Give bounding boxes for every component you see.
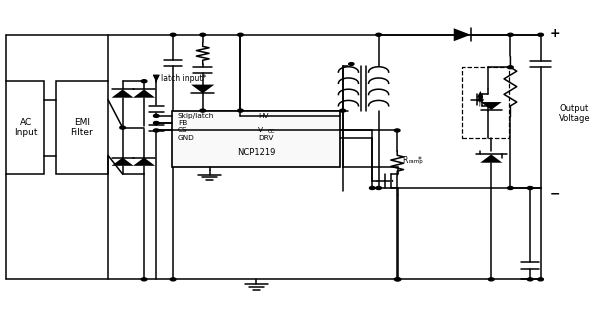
- Circle shape: [200, 33, 206, 36]
- Circle shape: [170, 278, 176, 281]
- Polygon shape: [482, 99, 484, 101]
- Polygon shape: [133, 158, 155, 166]
- Circle shape: [200, 109, 206, 112]
- Polygon shape: [481, 102, 502, 110]
- Text: EMI
Filter: EMI Filter: [70, 118, 94, 137]
- Circle shape: [395, 129, 400, 132]
- Circle shape: [154, 129, 159, 132]
- Circle shape: [120, 126, 125, 129]
- Text: CS: CS: [178, 128, 187, 133]
- Text: NCP1219: NCP1219: [237, 148, 275, 157]
- Circle shape: [538, 278, 544, 281]
- Circle shape: [489, 278, 494, 281]
- Polygon shape: [111, 90, 134, 98]
- Polygon shape: [454, 28, 471, 41]
- Text: HV: HV: [258, 113, 268, 119]
- Text: −: −: [550, 188, 560, 201]
- Text: FB: FB: [178, 120, 187, 126]
- Text: DRV: DRV: [258, 135, 273, 141]
- Text: latch input*: latch input*: [161, 74, 206, 83]
- Circle shape: [238, 109, 243, 112]
- Circle shape: [141, 80, 147, 83]
- Circle shape: [370, 187, 375, 189]
- Bar: [462, 67, 508, 138]
- Circle shape: [349, 63, 354, 65]
- Bar: [172, 111, 340, 167]
- Circle shape: [154, 122, 159, 124]
- Circle shape: [376, 187, 381, 189]
- Text: GND: GND: [178, 135, 194, 141]
- Polygon shape: [111, 158, 134, 166]
- Text: CC: CC: [268, 129, 275, 134]
- Polygon shape: [133, 90, 155, 98]
- Circle shape: [376, 33, 381, 36]
- Circle shape: [395, 278, 400, 281]
- Circle shape: [527, 187, 533, 189]
- Bar: [7, 81, 44, 174]
- Text: AC
Input: AC Input: [14, 118, 38, 137]
- Text: *: *: [418, 156, 422, 165]
- Circle shape: [154, 114, 159, 117]
- Circle shape: [395, 278, 401, 281]
- Circle shape: [538, 33, 544, 36]
- Polygon shape: [391, 179, 393, 182]
- Text: R: R: [402, 156, 407, 165]
- Circle shape: [508, 187, 513, 189]
- Polygon shape: [191, 85, 215, 93]
- Polygon shape: [480, 155, 502, 163]
- Text: Skip/latch: Skip/latch: [178, 113, 214, 119]
- Circle shape: [340, 109, 346, 112]
- Circle shape: [508, 66, 513, 69]
- Text: Output
Voltage: Output Voltage: [559, 104, 591, 123]
- Text: +: +: [550, 27, 560, 40]
- Circle shape: [238, 33, 243, 36]
- Text: ramp: ramp: [408, 159, 423, 164]
- Bar: [56, 81, 108, 174]
- Circle shape: [527, 278, 533, 281]
- Circle shape: [141, 278, 147, 281]
- Text: V: V: [258, 128, 263, 133]
- Circle shape: [508, 33, 513, 36]
- Circle shape: [170, 33, 176, 36]
